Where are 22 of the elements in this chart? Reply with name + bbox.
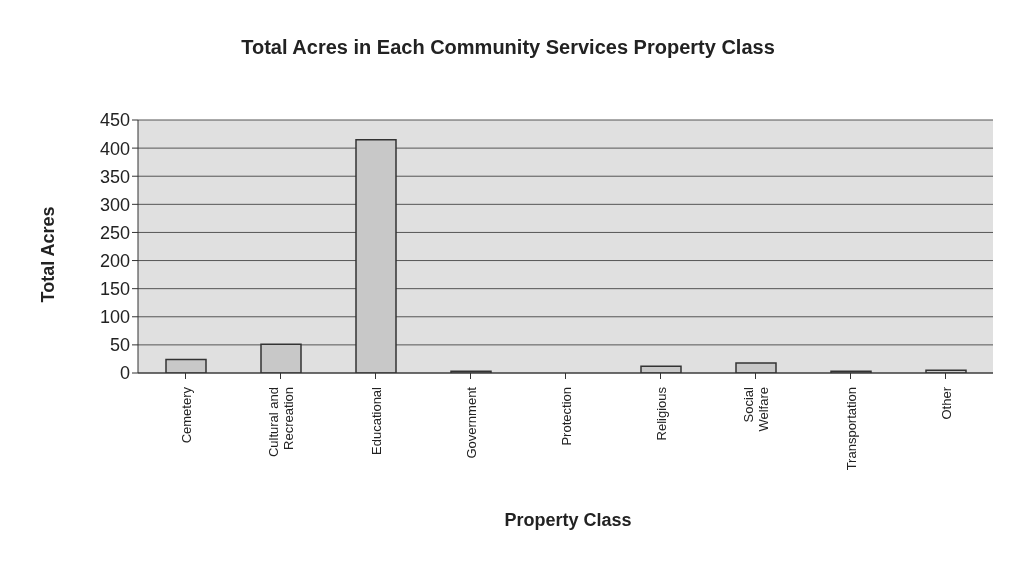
y-tick-label: 100 bbox=[99, 307, 130, 328]
y-tick-label: 50 bbox=[109, 335, 130, 356]
y-tick-label: 300 bbox=[99, 194, 130, 215]
x-tick-label: Protection bbox=[558, 387, 574, 446]
x-tick-label: Government bbox=[463, 386, 479, 459]
y-tick-label: 450 bbox=[99, 110, 130, 131]
x-tick-label: Cultural and Recreation bbox=[266, 387, 296, 458]
y-tick-label: 0 bbox=[119, 363, 130, 384]
y-tick-label: 350 bbox=[99, 166, 130, 187]
x-tick-label: Educational bbox=[368, 386, 384, 455]
x-tick-label: Social Welfare bbox=[741, 386, 771, 432]
x-tick-label: Other bbox=[938, 386, 954, 420]
x-tick-label: Transportation bbox=[843, 387, 859, 471]
x-axis-title: Property Class bbox=[503, 510, 633, 531]
chart-title: Total Acres in Each Community Services Property Class bbox=[240, 36, 776, 59]
y-tick-label: 400 bbox=[99, 138, 130, 159]
y-tick-label: 150 bbox=[99, 279, 130, 300]
x-tick-label: Cemetery bbox=[178, 386, 194, 444]
y-axis-title: Total Acres bbox=[37, 205, 59, 303]
y-tick-label: 200 bbox=[99, 250, 130, 271]
y-tick-label: 250 bbox=[99, 222, 130, 243]
x-tick-label: Religious bbox=[653, 386, 669, 441]
